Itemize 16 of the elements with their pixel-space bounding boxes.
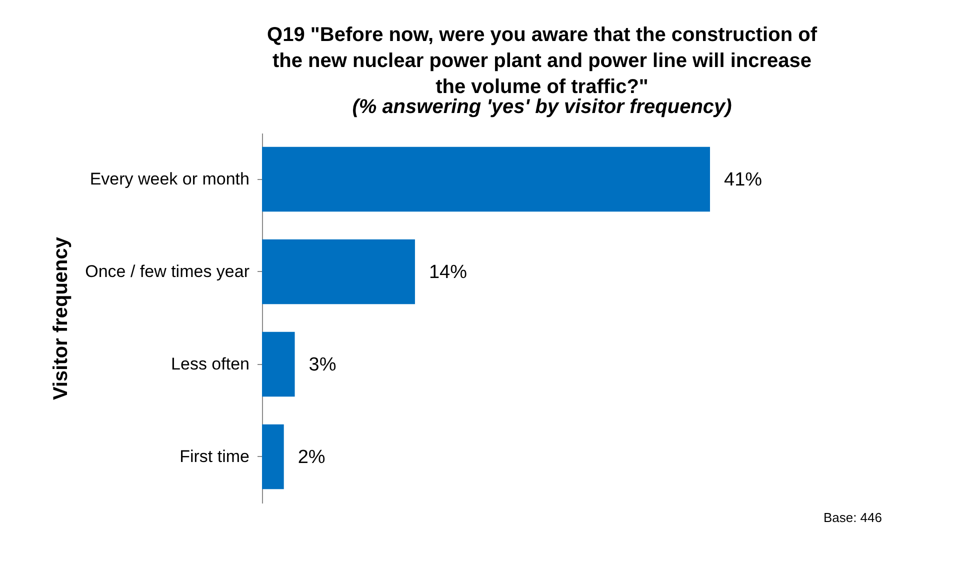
y-tick-label: First time [180,446,250,466]
text: Base: 446 [823,510,882,525]
bar [262,239,415,304]
y-tick-label: Less often [171,354,250,374]
bar [262,146,710,212]
y-tick-label: Once / few times year [85,262,250,281]
chart-title: Q19 "Before now, were you aware that the construction of the new nuclear power plant and power line will increase the volume of traffic?" [267,24,818,98]
bar [262,332,295,397]
data-label: 41% [724,169,762,190]
y-tick-label: Every week or month [90,169,250,188]
data-label: 3% [308,354,336,376]
data-label: 2% [298,446,326,468]
y-axis-title: Visitor frequency [50,236,72,400]
data-label: 14% [428,262,468,283]
bar [262,424,284,490]
chart-subtitle: (% answering 'yes' by visitor frequency) [352,96,732,118]
